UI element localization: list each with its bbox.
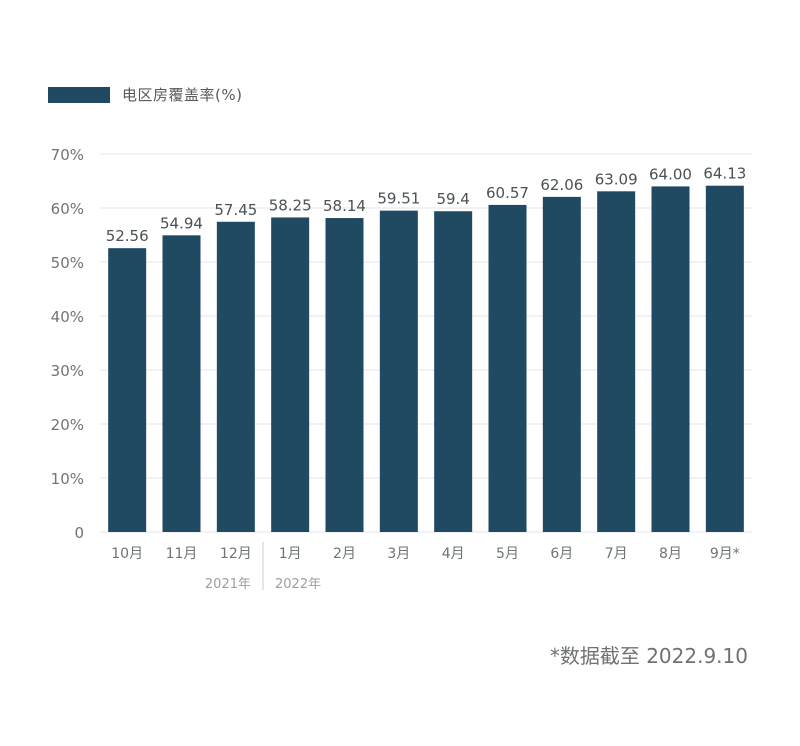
- bar: [705, 185, 744, 532]
- year-label-2022: 2022年: [275, 577, 321, 592]
- x-tick-label: 10月: [111, 546, 143, 562]
- bar: [325, 218, 364, 532]
- bar-value-label: 59.4: [436, 190, 469, 208]
- x-tick-label: 8月: [659, 546, 682, 562]
- x-tick-label: 2月: [333, 546, 356, 562]
- bar: [216, 221, 255, 532]
- bar: [542, 196, 581, 532]
- bar: [379, 210, 418, 532]
- bar: [271, 217, 310, 532]
- x-tick-label: 1月: [279, 546, 302, 562]
- legend-swatch: [48, 86, 110, 103]
- bar-value-label: 59.51: [377, 190, 420, 208]
- bar: [162, 235, 201, 532]
- x-tick-label: 3月: [387, 546, 410, 562]
- bar: [488, 204, 527, 532]
- bar-value-label: 64.13: [703, 165, 746, 183]
- year-label-2021: 2021年: [205, 577, 251, 592]
- y-tick-label: 70%: [51, 146, 84, 164]
- bar-value-label: 54.94: [160, 214, 203, 232]
- x-tick-label: 11月: [166, 546, 198, 562]
- x-tick-label: 12月: [220, 546, 252, 562]
- bar: [434, 211, 473, 533]
- y-tick-label: 0: [74, 524, 84, 542]
- y-tick-label: 30%: [51, 362, 84, 380]
- x-tick-label: 5月: [496, 546, 519, 562]
- bar-value-label: 52.56: [106, 227, 149, 245]
- x-tick-label: 6月: [550, 546, 573, 562]
- y-tick-label: 40%: [51, 308, 84, 326]
- bar-value-label: 57.45: [214, 201, 257, 219]
- bar: [651, 186, 690, 532]
- bar-value-label: 63.09: [595, 170, 638, 188]
- bar-value-label: 60.57: [486, 184, 529, 202]
- bar-value-label: 58.25: [269, 196, 312, 214]
- bar: [108, 248, 147, 532]
- bar: [597, 191, 636, 532]
- data-cutoff-footnote: *数据截至 2022.9.10: [549, 644, 748, 668]
- bar-value-label: 64.00: [649, 165, 692, 183]
- y-tick-label: 20%: [51, 416, 84, 434]
- y-tick-label: 50%: [51, 254, 84, 272]
- y-tick-label: 10%: [51, 470, 84, 488]
- x-tick-label: 7月: [605, 546, 628, 562]
- legend-label: 电区房覆盖率(%): [122, 86, 243, 104]
- bar-value-label: 58.14: [323, 197, 366, 215]
- chart-legend: 电区房覆盖率(%): [48, 84, 242, 105]
- x-tick-label: 4月: [442, 546, 465, 562]
- x-tick-label: 9月*: [710, 546, 740, 562]
- y-tick-label: 60%: [51, 200, 84, 218]
- bar-value-label: 62.06: [540, 176, 583, 194]
